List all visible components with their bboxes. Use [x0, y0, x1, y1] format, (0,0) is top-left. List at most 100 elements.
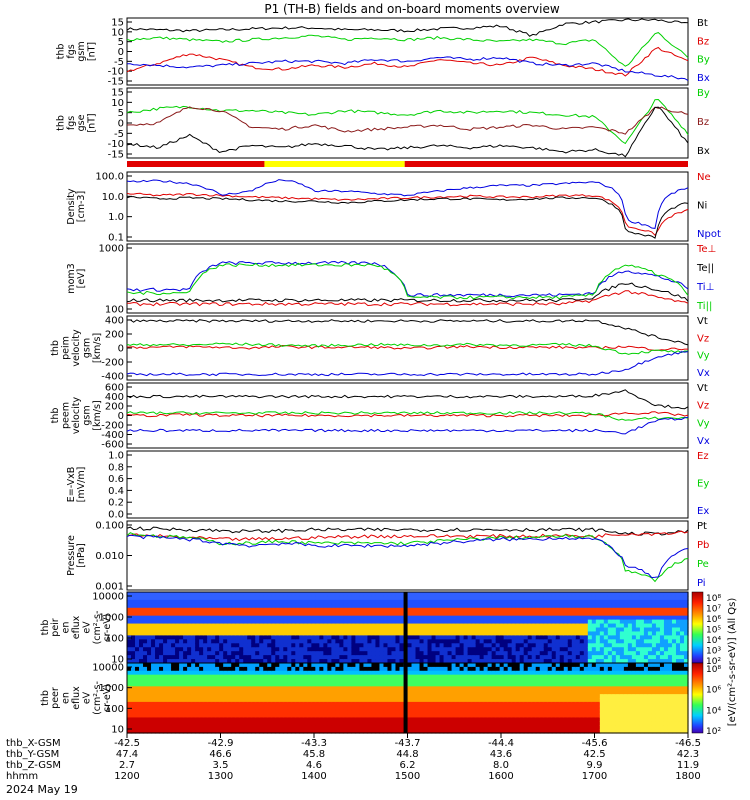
time-axis-value: -45.6 [582, 738, 608, 749]
y-tick-label: 0.2 [108, 498, 124, 509]
series-vx [126, 351, 689, 377]
legend-ti⊥: Ti⊥ [696, 282, 714, 293]
time-axis-value: 8.0 [493, 760, 509, 771]
panel-ylabel: mom3[eV] [66, 263, 87, 293]
time-axis-value: 1500 [395, 771, 420, 782]
legend-vx: Vx [697, 436, 710, 447]
series-pt [126, 526, 689, 536]
y-tick-label: -200 [101, 421, 124, 432]
colorbar-tick: 10⁶ [706, 615, 721, 625]
mode-segment-red [404, 161, 688, 167]
series-bt [126, 18, 689, 37]
time-axis-value: 1400 [301, 771, 326, 782]
series-te|| [126, 282, 689, 303]
y-tick-label: 0.010 [95, 551, 124, 562]
y-tick-label: 100 [105, 634, 124, 645]
legend-ni: Ni [697, 201, 707, 212]
time-axis-label: thb_Y-GSM [6, 749, 59, 760]
y-tick-label: 15 [111, 18, 124, 29]
legend-bz: Bz [697, 36, 709, 47]
series-pi [126, 534, 689, 579]
time-axis-value: 1600 [488, 771, 513, 782]
y-tick-label: 0.1 [108, 233, 124, 244]
y-tick-label: 0.4 [108, 486, 124, 497]
panel-ylabel: E=-VxB[mV/m] [66, 467, 87, 503]
legend-bx: Bx [697, 146, 710, 157]
series-te⊥ [127, 290, 689, 307]
time-axis-value: 42.5 [583, 749, 605, 760]
series-ni [126, 196, 689, 239]
panel-ylabel: thbpeirenefluxeV(cm²-s-sr-eV) [40, 611, 113, 645]
colorbar-tick: 10⁴ [706, 706, 721, 716]
series-pe [126, 532, 689, 583]
time-axis-value: 45.8 [303, 749, 325, 760]
y-tick-label: -200 [101, 358, 124, 369]
colorbar-tick: 10⁴ [706, 636, 721, 646]
time-axis-value: 9.9 [587, 760, 603, 771]
legend-by: By [697, 55, 710, 66]
panel-peer-eflux: thbpeerenefluxeV(cm²-s-sr-eV) 10000 1000 10… [40, 662, 689, 736]
time-axis-value: -43.7 [395, 738, 421, 749]
y-tick-label: 5 [118, 108, 124, 119]
time-axis-value: 3.5 [213, 760, 229, 771]
colorbar-tick: 10² [706, 727, 721, 737]
legend-vt: Vt [697, 316, 708, 327]
y-tick-label: 10 [111, 98, 124, 109]
time-axis-label: thb_X-GSM [6, 738, 61, 749]
legend-npot: Npot [697, 229, 721, 240]
y-tick-label: 1.0 [108, 451, 124, 462]
time-axis-value: -42.5 [114, 738, 140, 749]
legend-bx: Bx [697, 73, 710, 84]
y-tick-label: 1000 [99, 683, 124, 694]
y-tick-label: 200 [105, 330, 124, 341]
panel-ylabel: Pressure[nPa] [66, 535, 87, 576]
y-tick-label: 600 [105, 383, 124, 394]
y-tick-label: 100 [105, 305, 124, 316]
legend-te||: Te|| [696, 263, 714, 274]
series-bz [126, 46, 689, 77]
panel-temperature: mom3[eV] 1000 100 Te⊥ Te|| Ti⊥ Ti|| [66, 243, 716, 316]
legend-te⊥: Te⊥ [696, 244, 716, 255]
panel-ylabel: thbpeimvelocitygsm[km/s] [50, 329, 103, 367]
plot-title: P1 (TH-B) fields and on-board moments ov… [264, 2, 560, 16]
y-tick-label: -10 [108, 67, 124, 78]
time-axis-value: 1800 [675, 771, 700, 782]
colorbar-tick: 10⁵ [706, 626, 721, 636]
legend-pe: Pe [697, 559, 709, 570]
series-bx [126, 56, 689, 81]
time-axis-value: 4.6 [306, 760, 322, 771]
panel-ylabel: thbfgsgse[nT] [55, 113, 97, 132]
y-tick-label: 200 [105, 402, 124, 413]
legend-vx: Vx [697, 368, 710, 379]
panel-ylabel: thbpeemvelocitygsm[km/s] [50, 397, 103, 435]
panel-ylabel: thbfgsgsm[nT] [55, 41, 97, 61]
panel-peim-velocity: thbpeimvelocitygsm[km/s]400 200 0 -200 -400 V… [50, 315, 710, 383]
y-tick-label: 400 [105, 316, 124, 327]
y-tick-label: 1000 [99, 613, 124, 624]
data-gap [403, 592, 408, 663]
legend-vz: Vz [697, 401, 709, 412]
y-tick-label: -10 [108, 139, 124, 150]
legend-pi: Pi [697, 578, 706, 589]
y-tick-label: -600 [101, 440, 124, 451]
y-tick-label: 0 [118, 119, 124, 130]
legend-ti||: Ti|| [696, 301, 712, 312]
time-axis-label: hhmm [6, 771, 38, 782]
time-axis-value: 43.6 [490, 749, 512, 760]
series-vx [126, 416, 689, 435]
y-tick-label: -400 [101, 430, 124, 441]
colorbar-tick: 10⁶ [706, 686, 721, 696]
y-tick-label: -400 [101, 372, 124, 383]
time-axis-value: 42.3 [677, 749, 699, 760]
y-tick-label: 0.0 [108, 510, 124, 521]
time-axis-label: thb_Z-GSM [6, 760, 61, 771]
legend-bt: Bt [697, 18, 708, 29]
legend-ne: Ne [697, 172, 711, 183]
y-tick-label: 10 [111, 27, 124, 38]
series-bx [126, 106, 689, 158]
time-axis-value: 1200 [114, 771, 139, 782]
time-axis-value: -42.9 [208, 738, 234, 749]
y-tick-label: 15 [111, 88, 124, 99]
